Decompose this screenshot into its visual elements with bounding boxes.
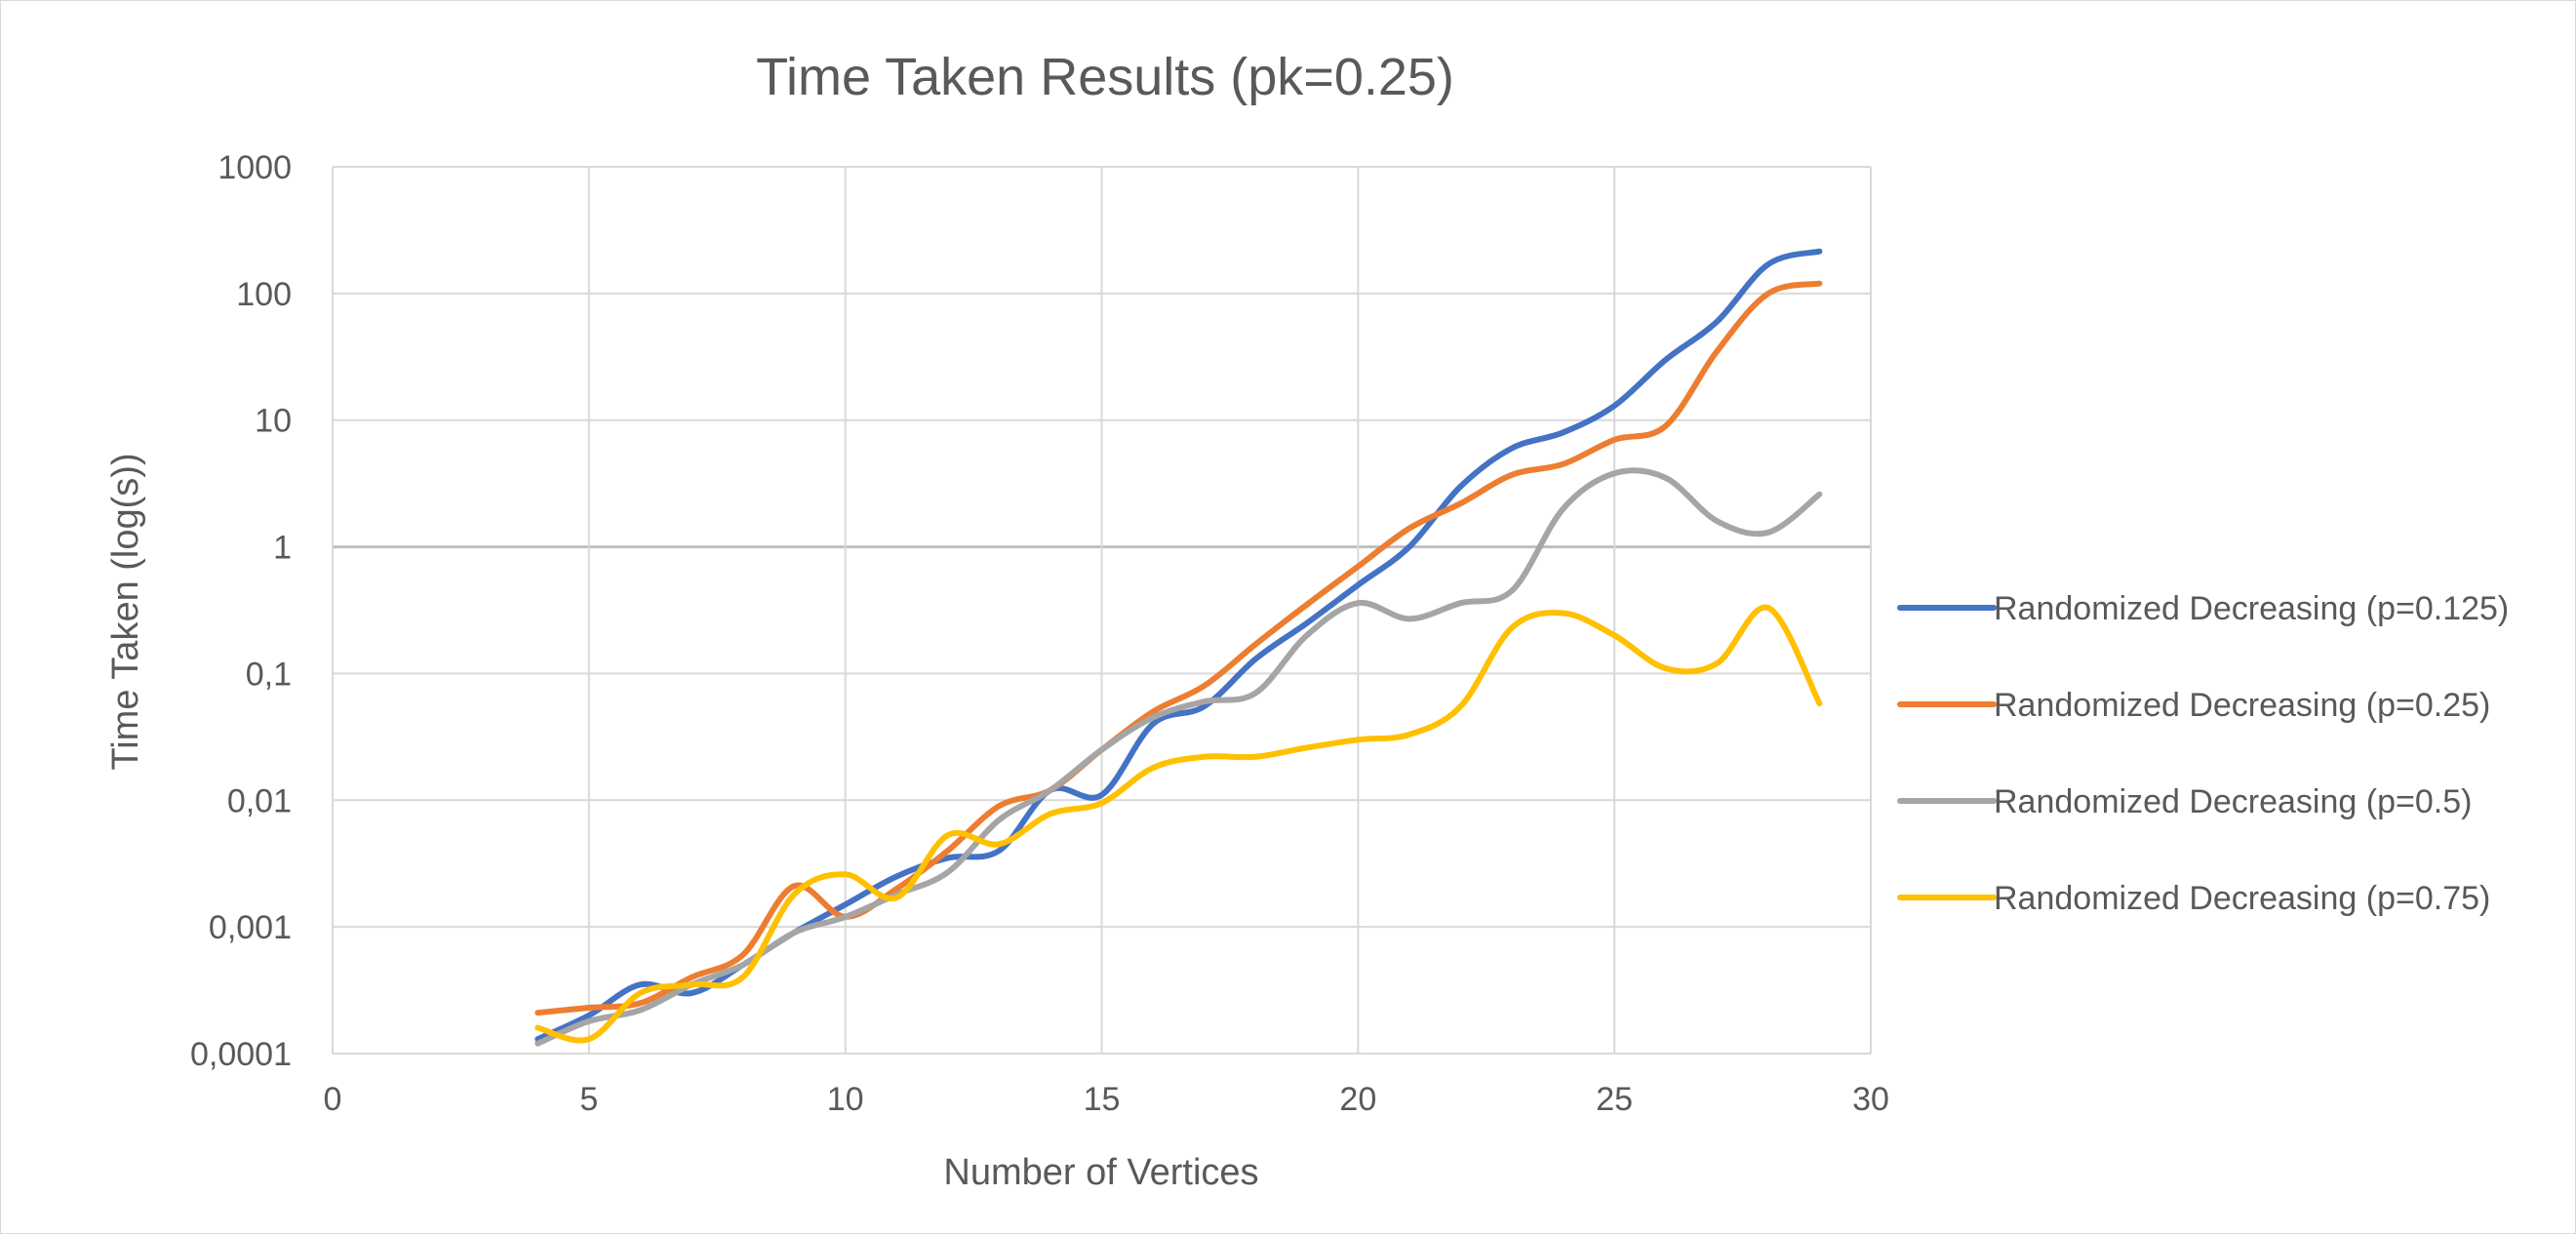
legend-label: Randomized Decreasing (p=0.125) [1994, 590, 2509, 627]
x-tick-label: 20 [1339, 1081, 1376, 1118]
y-tick-label: 0,1 [246, 656, 292, 693]
axis-ticks: 0,0001 0,001 0,01 0,1 1 10 100 1000 0 5 10 15 20 25 30 [190, 149, 1889, 1118]
x-axis-title: Number of Vertices [943, 1152, 1258, 1193]
y-tick-label: 10 [255, 403, 292, 440]
chart-title: Time Taken Results (pk=0.25) [756, 48, 1454, 106]
x-tick-label: 30 [1852, 1081, 1889, 1118]
legend-item: Randomized Decreasing (p=0.125) [1897, 590, 2509, 627]
legend-label: Randomized Decreasing (p=0.5) [1994, 783, 2472, 820]
legend-item: Randomized Decreasing (p=0.75) [1897, 880, 2490, 917]
series-line-2 [535, 280, 1823, 1016]
series-line-3 [535, 467, 1823, 1047]
legend-label: Randomized Decreasing (p=0.25) [1994, 687, 2490, 724]
series-line-4 [535, 604, 1823, 1044]
y-tick-label: 0,0001 [190, 1036, 292, 1073]
legend-label: Randomized Decreasing (p=0.75) [1994, 880, 2490, 917]
y-tick-label: 1 [273, 530, 292, 567]
legend-item: Randomized Decreasing (p=0.25) [1897, 687, 2490, 724]
x-tick-label: 25 [1596, 1081, 1633, 1118]
x-tick-label: 15 [1084, 1081, 1121, 1118]
y-axis-title: Time Taken (log(s)) [105, 453, 146, 770]
y-tick-label: 0,01 [227, 782, 292, 819]
y-tick-label: 0,001 [209, 909, 292, 946]
x-tick-label: 5 [579, 1081, 598, 1118]
legend-item: Randomized Decreasing (p=0.5) [1897, 783, 2472, 820]
y-tick-label: 1000 [218, 149, 292, 186]
gridlines [332, 166, 1872, 1055]
series-lines [535, 248, 1823, 1047]
x-tick-label: 0 [324, 1081, 342, 1118]
x-tick-label: 10 [827, 1081, 864, 1118]
y-tick-label: 100 [236, 276, 292, 313]
legend: Randomized Decreasing (p=0.125) Randomize… [1897, 590, 2509, 917]
